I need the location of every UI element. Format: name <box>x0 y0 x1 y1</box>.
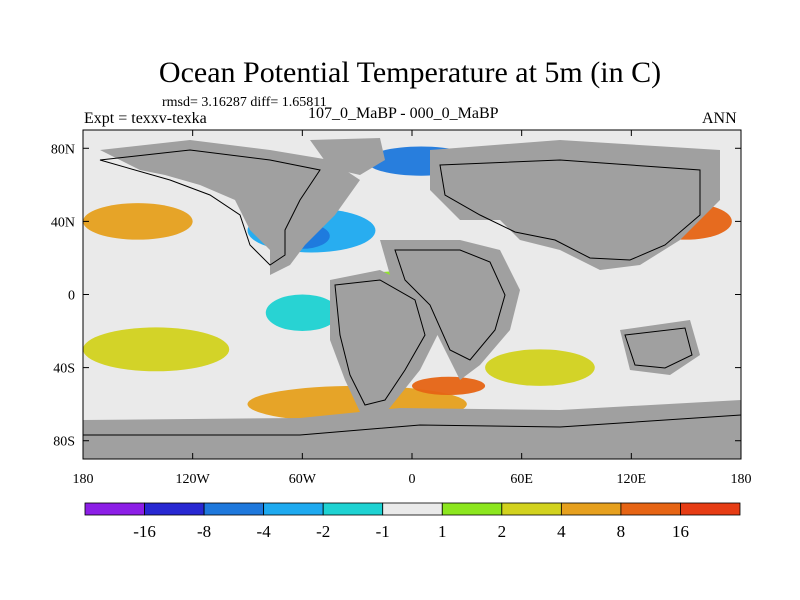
comparison-label: 107_0_MaBP - 000_0_MaBP <box>308 105 499 122</box>
x-tick-label: 60E <box>510 472 533 487</box>
coast-north-america <box>99 149 321 266</box>
field-north-pacific-warm <box>83 203 193 240</box>
colorbar-swatch <box>203 502 265 516</box>
stats-label: rmsd= 3.16287 diff= 1.65811 <box>162 95 327 110</box>
colorbar-swatch <box>144 502 205 516</box>
field-tropical-atlantic-cool <box>265 294 339 332</box>
land-south-america <box>330 270 440 420</box>
experiment-label: Expt = texxv-texka <box>84 110 207 127</box>
x-tick-label: 180 <box>73 472 94 487</box>
y-tick-label: 80N <box>51 142 75 157</box>
colorbar-label: 1 <box>438 522 447 541</box>
x-tick-label: 120W <box>176 472 211 487</box>
x-tick-label: 60W <box>289 472 317 487</box>
field-south-atlantic-hot <box>412 376 486 396</box>
colorbar-label: -2 <box>316 522 330 541</box>
colorbar-label: 8 <box>617 522 626 541</box>
colorbar-label: -4 <box>257 522 272 541</box>
chart-title: Ocean Potential Temperature at 5m (in C) <box>158 56 662 89</box>
colorbar-label: 16 <box>672 522 689 541</box>
colorbar-swatch <box>620 502 681 516</box>
x-tick-label: 0 <box>409 472 416 487</box>
coastlines <box>83 149 741 436</box>
colorbar: -16 -8 -4 -2 -1 1 2 4 8 16 <box>84 502 741 541</box>
colorbar-swatch <box>680 502 741 516</box>
colorbar-label: 2 <box>498 522 507 541</box>
land-masses <box>83 138 741 459</box>
y-tick-label: 80S <box>53 435 75 450</box>
colorbar-swatch <box>441 502 503 516</box>
y-tick-label: 0 <box>68 289 75 304</box>
y-tick-label: 40S <box>53 362 75 377</box>
coast-eurasia <box>439 159 701 261</box>
coast-australia <box>624 327 693 369</box>
colorbar-swatch <box>84 502 145 516</box>
season-label: ANN <box>702 110 737 127</box>
coast-antarctica <box>83 414 741 436</box>
colorbar-swatch <box>501 502 562 516</box>
land-antarctica <box>83 400 741 459</box>
field-south-pacific-warm <box>83 327 230 372</box>
colorbar-swatch <box>322 502 384 516</box>
colorbar-swatch <box>263 502 324 516</box>
land-africa <box>380 240 520 380</box>
land-eurasia <box>430 140 720 270</box>
colorbar-label: 4 <box>557 522 566 541</box>
colorbar-label: -8 <box>197 522 211 541</box>
x-tick-label: 180 <box>731 472 752 487</box>
colorbar-swatch <box>382 502 443 516</box>
coast-south-america <box>334 279 426 406</box>
land-greenland <box>310 138 385 175</box>
x-tick-label: 120E <box>617 472 647 487</box>
land-north-america <box>100 140 360 275</box>
colorbar-label: -1 <box>376 522 390 541</box>
colorbar-label: -16 <box>133 522 156 541</box>
field-indian-ocean-warm <box>485 349 595 386</box>
y-tick-label: 40N <box>51 215 75 230</box>
axes: 180 120W 60W 0 60E 120E 180 80N 40N 0 40S 80S <box>51 130 752 487</box>
coast-africa <box>394 249 506 361</box>
colorbar-swatch <box>560 502 622 516</box>
